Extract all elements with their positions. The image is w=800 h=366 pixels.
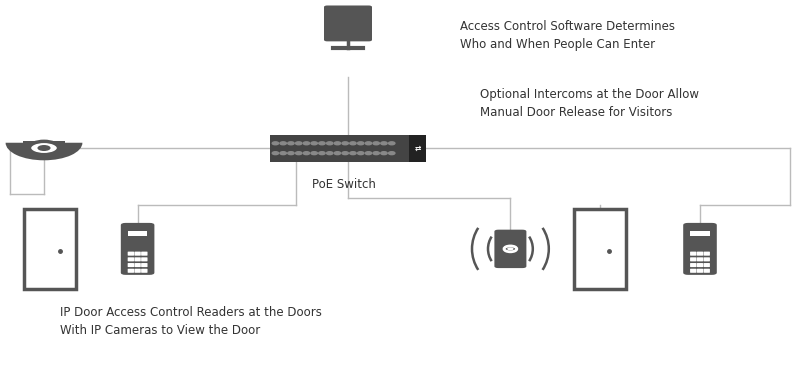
Circle shape xyxy=(381,142,387,145)
Circle shape xyxy=(389,152,395,154)
FancyBboxPatch shape xyxy=(697,263,703,267)
FancyBboxPatch shape xyxy=(690,231,710,236)
Circle shape xyxy=(288,142,294,145)
Circle shape xyxy=(288,152,294,154)
FancyBboxPatch shape xyxy=(141,263,147,267)
Circle shape xyxy=(295,152,302,154)
Circle shape xyxy=(280,152,286,154)
Circle shape xyxy=(303,142,310,145)
FancyBboxPatch shape xyxy=(697,269,703,273)
Text: IP Door Access Control Readers at the Doors
With IP Cameras to View the Door: IP Door Access Control Readers at the Do… xyxy=(60,306,322,337)
Circle shape xyxy=(334,152,341,154)
Circle shape xyxy=(303,152,310,154)
Circle shape xyxy=(504,246,517,252)
Circle shape xyxy=(366,152,372,154)
FancyBboxPatch shape xyxy=(409,135,426,162)
Circle shape xyxy=(272,142,278,145)
Text: Optional Intercoms at the Door Allow
Manual Door Release for Visitors: Optional Intercoms at the Door Allow Man… xyxy=(480,88,699,119)
FancyBboxPatch shape xyxy=(697,251,703,256)
Circle shape xyxy=(373,142,379,145)
Circle shape xyxy=(334,142,341,145)
FancyBboxPatch shape xyxy=(270,135,426,162)
FancyBboxPatch shape xyxy=(23,141,65,144)
FancyBboxPatch shape xyxy=(703,251,710,256)
Bar xyxy=(24,209,77,289)
FancyBboxPatch shape xyxy=(703,269,710,273)
FancyBboxPatch shape xyxy=(134,263,141,267)
Circle shape xyxy=(389,142,395,145)
Circle shape xyxy=(30,141,58,155)
FancyBboxPatch shape xyxy=(697,257,703,261)
FancyBboxPatch shape xyxy=(703,263,710,267)
Circle shape xyxy=(366,142,372,145)
Circle shape xyxy=(507,247,514,250)
Circle shape xyxy=(311,142,318,145)
FancyBboxPatch shape xyxy=(690,269,697,273)
FancyBboxPatch shape xyxy=(128,231,147,236)
Circle shape xyxy=(326,142,333,145)
FancyBboxPatch shape xyxy=(134,257,141,261)
Circle shape xyxy=(350,152,356,154)
Circle shape xyxy=(358,142,364,145)
Circle shape xyxy=(350,142,356,145)
FancyBboxPatch shape xyxy=(141,269,147,273)
Circle shape xyxy=(38,145,50,151)
Circle shape xyxy=(326,152,333,154)
Circle shape xyxy=(342,152,349,154)
FancyBboxPatch shape xyxy=(121,223,154,275)
FancyBboxPatch shape xyxy=(134,269,141,273)
Circle shape xyxy=(311,152,318,154)
FancyBboxPatch shape xyxy=(703,257,710,261)
Circle shape xyxy=(318,152,325,154)
FancyBboxPatch shape xyxy=(128,251,134,256)
FancyBboxPatch shape xyxy=(690,263,697,267)
Text: Access Control Software Determines
Who and When People Can Enter: Access Control Software Determines Who a… xyxy=(460,20,675,51)
FancyBboxPatch shape xyxy=(690,257,697,261)
FancyBboxPatch shape xyxy=(128,269,134,273)
Circle shape xyxy=(280,142,286,145)
Bar xyxy=(574,209,626,289)
Wedge shape xyxy=(6,143,82,160)
FancyBboxPatch shape xyxy=(690,251,697,256)
FancyBboxPatch shape xyxy=(683,223,717,275)
FancyBboxPatch shape xyxy=(128,263,134,267)
FancyBboxPatch shape xyxy=(141,251,147,256)
Circle shape xyxy=(272,152,278,154)
Circle shape xyxy=(295,142,302,145)
Circle shape xyxy=(358,152,364,154)
Circle shape xyxy=(318,142,325,145)
Text: PoE Switch: PoE Switch xyxy=(312,178,376,191)
FancyBboxPatch shape xyxy=(134,251,141,256)
FancyBboxPatch shape xyxy=(141,257,147,261)
FancyBboxPatch shape xyxy=(128,257,134,261)
Text: ⇄: ⇄ xyxy=(414,144,421,153)
Circle shape xyxy=(342,142,349,145)
FancyBboxPatch shape xyxy=(324,5,372,41)
Circle shape xyxy=(373,152,379,154)
FancyBboxPatch shape xyxy=(494,230,526,268)
Circle shape xyxy=(381,152,387,154)
